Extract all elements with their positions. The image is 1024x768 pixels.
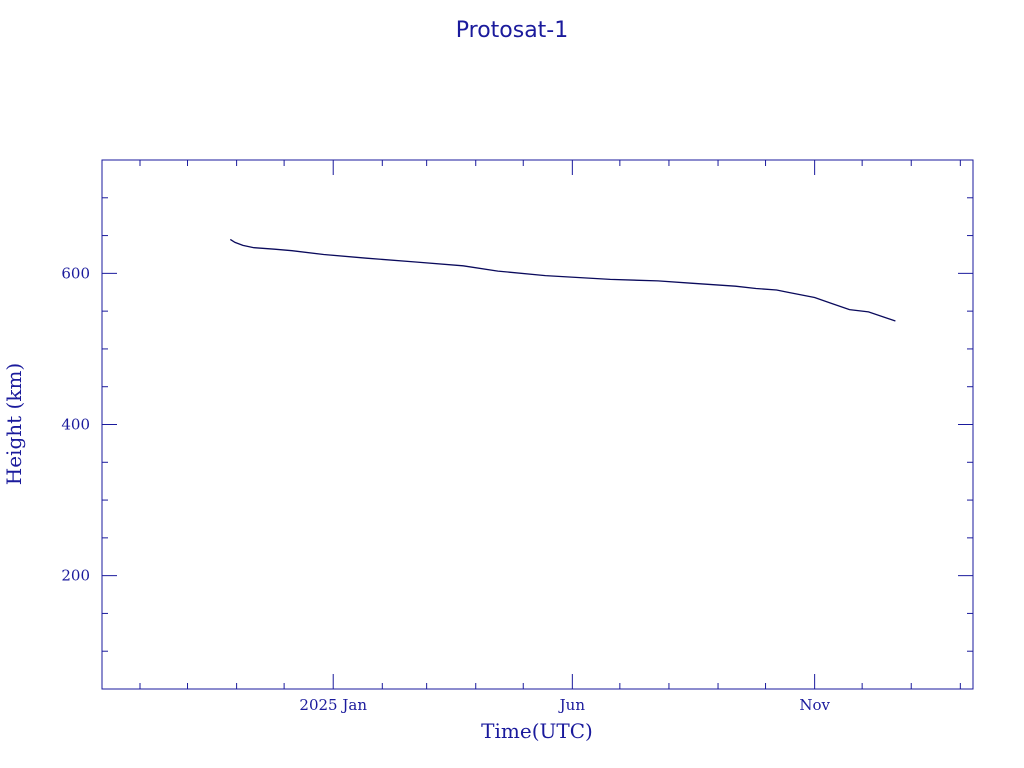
x-tick-label: Nov	[799, 696, 830, 714]
y-tick-label: 400	[61, 416, 90, 434]
chart-title: Protosat-1	[456, 18, 569, 43]
x-tick-label: 2025 Jan	[299, 696, 367, 714]
y-tick-label: 200	[61, 567, 90, 585]
height-series-line	[229, 238, 896, 322]
plot-frame	[101, 159, 974, 690]
x-tick-label: Jun	[558, 696, 586, 714]
x-axis-label: Time(UTC)	[481, 719, 593, 743]
axis-tick-labels: 200 400 600 2025 Jan Jun Nov	[61, 264, 830, 714]
axis-ticks	[102, 160, 973, 689]
y-tick-label: 600	[61, 264, 90, 282]
y-axis-label: Height (km)	[2, 363, 26, 485]
